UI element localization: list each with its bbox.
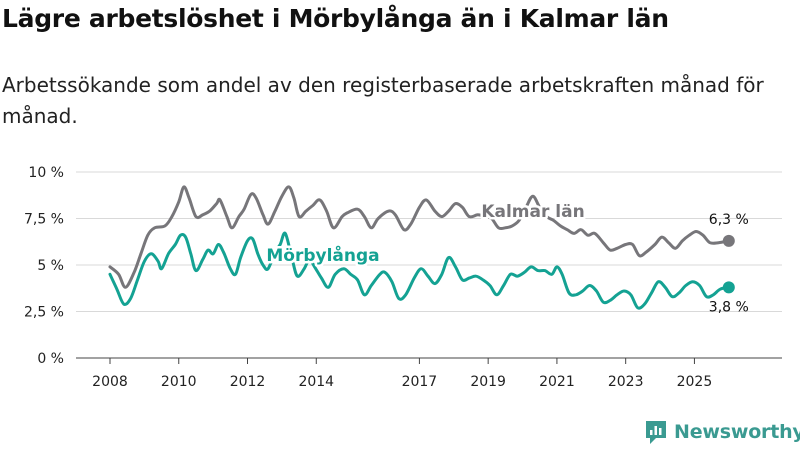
x-tick-label: 2008: [92, 374, 128, 390]
x-tick-label: 2017: [402, 374, 438, 390]
y-tick-label: 2,5 %: [24, 305, 64, 321]
series-lines: [108, 185, 735, 310]
brand-name: Newsworthy: [674, 421, 800, 443]
x-tick-label: 2010: [161, 374, 197, 390]
series-line-morbylanga: [108, 231, 731, 310]
newsworthy-logo-icon: [646, 421, 666, 444]
series-label-morbylanga: Mörbylånga: [266, 244, 379, 266]
x-tick-label: 2019: [470, 374, 506, 390]
series-label-kalmar-lan: Kalmar län: [481, 202, 584, 222]
end-value-label-morbylanga: 3,8 %: [709, 299, 749, 315]
x-tick-label: 2025: [677, 374, 713, 390]
end-value-label-kalmar-lan: 6,3 %: [709, 212, 749, 228]
end-point-morbylanga: [722, 281, 735, 294]
y-tick-label: 7,5 %: [24, 212, 64, 228]
end-point-kalmar-lan: [722, 234, 735, 247]
brand-logo: Newsworthy: [644, 419, 800, 445]
series-labels: Kalmar län Mörbylånga 6,3 % 3,8 %: [264, 200, 749, 316]
y-tick-label: 10 %: [28, 165, 64, 181]
x-tick-label: 2021: [539, 374, 575, 390]
line-chart: 0 % 2,5 % 5 % 7,5 % 10 % 2008 2010 2012 2014 201…: [24, 165, 782, 390]
x-tick-label: 2023: [608, 374, 644, 390]
series-line-kalmar-lan: [108, 185, 731, 289]
x-tick-label: 2012: [230, 374, 266, 390]
y-axis-tick-labels: 0 % 2,5 % 5 % 7,5 % 10 %: [24, 165, 64, 367]
y-tick-label: 0 %: [37, 351, 64, 367]
y-tick-label: 5 %: [37, 258, 64, 274]
chart-subtitle: Arbetssökande som andel av den registerb…: [2, 73, 764, 128]
chart-title: Lägre arbetslöshet i Mörbylånga än i Kal…: [2, 4, 669, 33]
x-tick-label: 2014: [298, 374, 334, 390]
x-axis: 2008 2010 2012 2014 2017 2019 2021 2023 2025: [76, 357, 782, 390]
